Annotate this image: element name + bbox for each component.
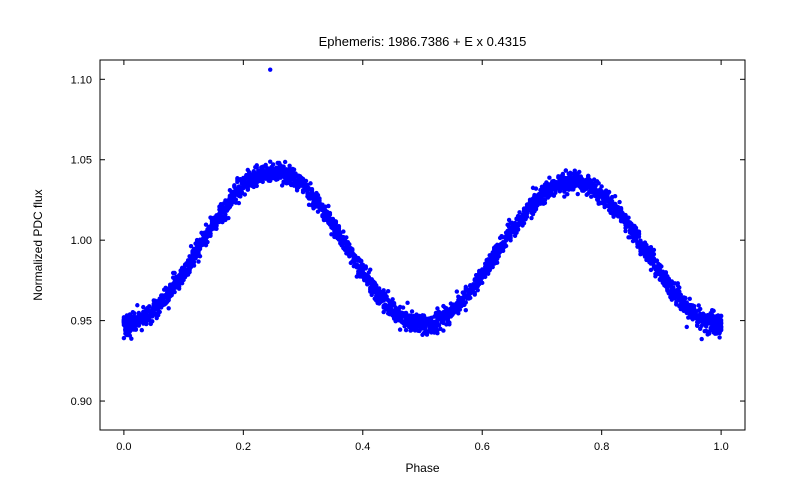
chart-container: 0.00.20.40.60.81.0 0.900.951.001.051.10 … [0, 0, 800, 500]
chart-title: Ephemeris: 1986.7386 + E x 0.4315 [319, 34, 527, 49]
x-tick-label: 0.2 [236, 441, 251, 453]
y-tick-label: 0.95 [71, 316, 92, 328]
y-tick-label: 1.05 [71, 155, 92, 167]
x-tick-label: 0.4 [355, 441, 370, 453]
outlier-point [268, 67, 272, 71]
x-tick-label: 1.0 [713, 441, 728, 453]
y-tick-label: 1.00 [71, 235, 92, 247]
y-axis-label: Normalized PDC flux [31, 189, 45, 300]
x-axis-label: Phase [405, 461, 439, 475]
phase-light-curve-chart: 0.00.20.40.60.81.0 0.900.951.001.051.10 … [0, 0, 800, 500]
y-tick-label: 0.90 [71, 396, 92, 408]
x-ticks: 0.0 0.2 0.4 0.6 0.8 1.0 [116, 60, 729, 453]
x-tick-label: 0.0 [116, 441, 131, 453]
y-tick-label: 1.10 [71, 74, 92, 86]
x-tick-label: 0.8 [594, 441, 609, 453]
scatter-points [122, 67, 724, 341]
x-tick-label: 0.6 [475, 441, 490, 453]
